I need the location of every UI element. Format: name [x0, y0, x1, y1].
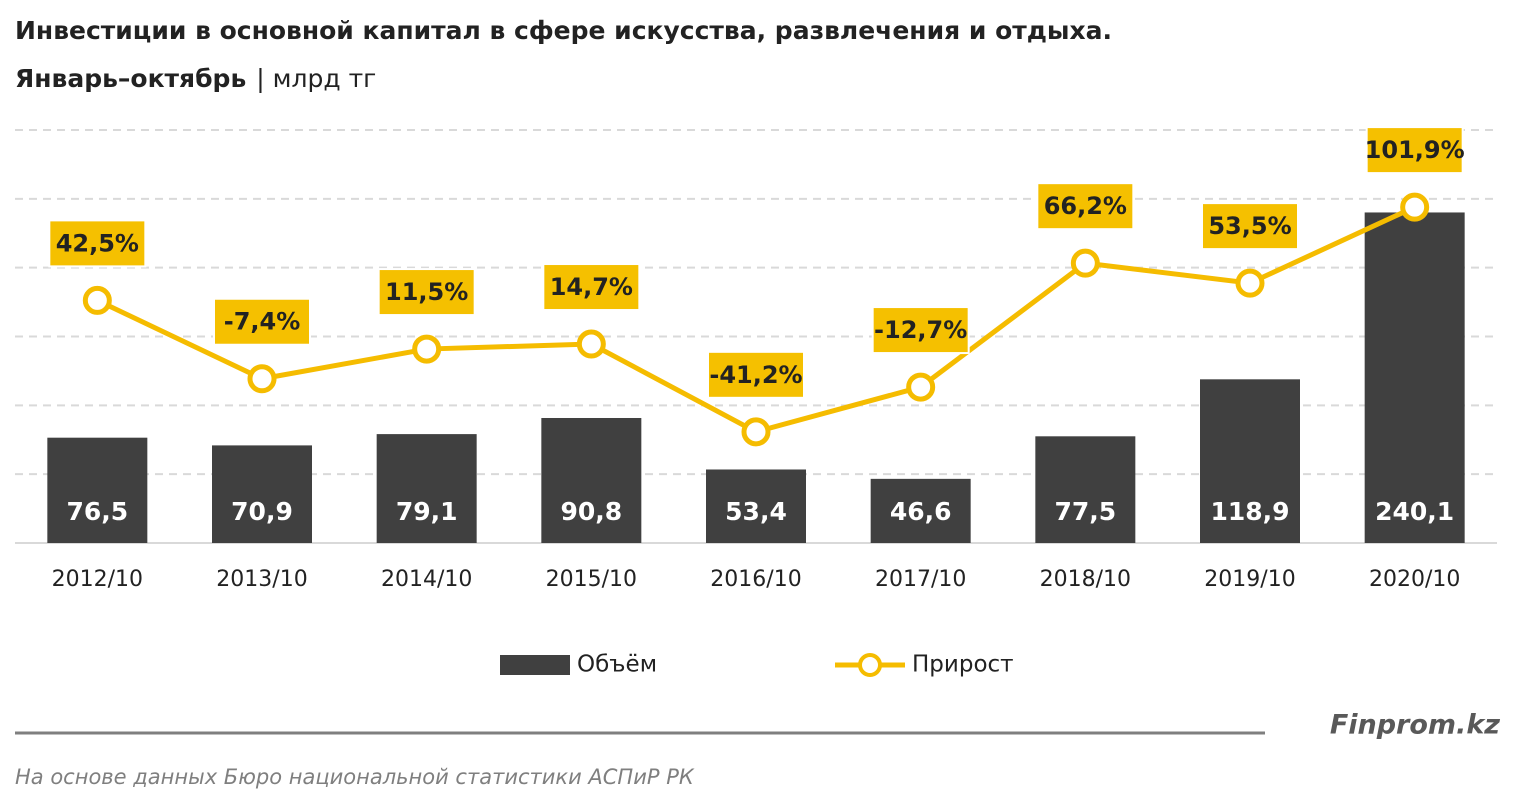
x-tick-label: 2014/10: [381, 567, 472, 592]
label-box: [213, 297, 311, 346]
line-value-label: -7,4%: [224, 308, 301, 336]
x-tick-label: 2020/10: [1369, 567, 1460, 592]
x-tick-label: 2015/10: [546, 567, 637, 592]
legend-label: Прирост: [912, 652, 1014, 678]
x-tick-label: 2012/10: [52, 567, 143, 592]
x-tick-label: 2013/10: [216, 567, 307, 592]
line-value-label: 14,7%: [550, 273, 633, 301]
bar-value-label: 90,8: [560, 497, 622, 526]
line-value-label: 42,5%: [56, 229, 139, 257]
x-tick-label: 2016/10: [710, 567, 801, 592]
line-value-label: -12,7%: [874, 316, 967, 344]
label-box: [1036, 182, 1135, 231]
bar: [212, 445, 312, 543]
subtitle: Январь–октябрь | млрд тг: [15, 64, 376, 93]
line-value-label: 53,5%: [1208, 212, 1291, 240]
line-value-label: 101,9%: [1365, 136, 1465, 164]
line-value-label: -41,2%: [709, 361, 802, 389]
bar-value-label: 53,4: [725, 497, 787, 526]
bar-value-label: 79,1: [396, 497, 458, 526]
bar: [1035, 436, 1136, 543]
label-box: [1365, 126, 1464, 175]
bar-value-label: 76,5: [66, 497, 128, 526]
line-point: [576, 329, 606, 359]
bar: [870, 478, 971, 543]
legend-label: Объём: [577, 652, 657, 678]
line-point: [82, 285, 112, 315]
label-box: [542, 263, 641, 312]
line-value-label: 66,2%: [1044, 192, 1127, 220]
bar-value-label: 70,9: [231, 497, 293, 526]
line-point: [1235, 268, 1265, 298]
line-point: [1400, 192, 1430, 222]
x-tick-label: 2019/10: [1204, 567, 1295, 592]
bar: [376, 434, 477, 543]
bar-value-label: 46,6: [890, 497, 952, 526]
bar-value-label: 118,9: [1210, 497, 1289, 526]
label-box: [707, 350, 805, 399]
bar: [47, 437, 148, 543]
subtitle-period: Январь–октябрь: [15, 64, 246, 93]
x-tick-label: 2018/10: [1040, 567, 1131, 592]
line-point: [741, 417, 771, 447]
chart-title: Инвестиции в основной капитал в сфере ис…: [15, 16, 1112, 45]
legend-marker: [858, 653, 882, 677]
source: На основе данных Бюро национальной стати…: [15, 765, 695, 789]
label-box: [1201, 202, 1299, 251]
bar-value-label: 240,1: [1375, 497, 1454, 526]
line-point: [247, 364, 277, 394]
bar-value-label: 77,5: [1054, 497, 1116, 526]
line-point: [412, 334, 442, 364]
x-tick-label: 2017/10: [875, 567, 966, 592]
line-point: [906, 372, 936, 402]
line-point: [1070, 248, 1100, 278]
bar: [1200, 379, 1300, 543]
label-box: [48, 219, 147, 268]
legend-swatch: [500, 655, 570, 675]
unit: | млрд тг: [256, 64, 376, 93]
bar: [541, 417, 642, 543]
brand: Finprom.kz: [1330, 710, 1500, 741]
label-box: [377, 268, 476, 317]
bar: [1364, 212, 1465, 543]
bar: [706, 469, 806, 543]
line-value-label: 11,5%: [385, 278, 468, 306]
label-box: [871, 306, 970, 355]
